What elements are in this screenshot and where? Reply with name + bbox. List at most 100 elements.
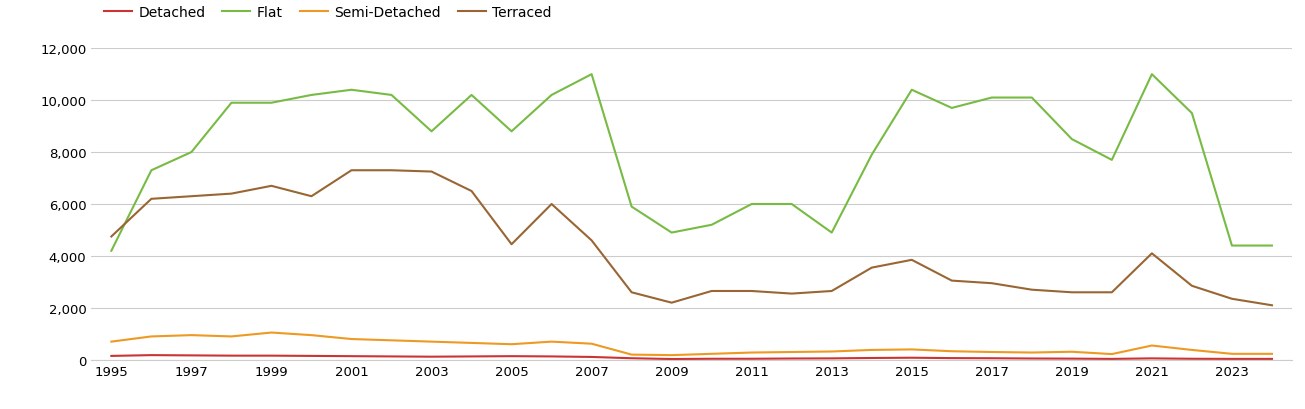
Detached xyxy=(904,355,920,360)
Detached xyxy=(1024,356,1040,361)
Flat xyxy=(1024,96,1040,101)
Semi-Detached xyxy=(904,347,920,352)
Detached xyxy=(544,354,560,359)
Flat xyxy=(664,231,680,236)
Semi-Detached xyxy=(583,342,599,346)
Flat xyxy=(103,249,119,254)
Detached xyxy=(744,356,760,361)
Semi-Detached xyxy=(984,350,1000,355)
Detached xyxy=(264,353,279,358)
Semi-Detached xyxy=(544,339,560,344)
Terraced xyxy=(1024,288,1040,292)
Terraced xyxy=(1265,303,1280,308)
Terraced xyxy=(343,169,359,173)
Semi-Detached xyxy=(944,349,959,354)
Detached xyxy=(703,356,719,361)
Flat xyxy=(223,101,239,106)
Terraced xyxy=(1144,251,1160,256)
Flat xyxy=(144,169,159,173)
Detached xyxy=(784,356,800,361)
Line: Detached: Detached xyxy=(111,355,1272,359)
Terraced xyxy=(703,289,719,294)
Detached xyxy=(1224,357,1240,362)
Terraced xyxy=(424,170,440,175)
Semi-Detached xyxy=(1144,343,1160,348)
Flat xyxy=(343,88,359,93)
Terraced xyxy=(103,234,119,239)
Flat xyxy=(944,106,959,111)
Detached xyxy=(463,354,479,359)
Detached xyxy=(223,353,239,358)
Semi-Detached xyxy=(463,341,479,346)
Terraced xyxy=(624,290,639,295)
Terraced xyxy=(944,279,959,283)
Detached xyxy=(624,356,639,361)
Semi-Detached xyxy=(223,334,239,339)
Terraced xyxy=(463,189,479,194)
Semi-Detached xyxy=(504,342,519,347)
Detached xyxy=(504,354,519,359)
Flat xyxy=(784,202,800,207)
Flat xyxy=(1144,72,1160,77)
Terraced xyxy=(984,281,1000,286)
Flat xyxy=(823,231,839,236)
Flat xyxy=(583,72,599,77)
Flat xyxy=(744,202,760,207)
Semi-Detached xyxy=(184,333,200,338)
Terraced xyxy=(1184,284,1199,289)
Terraced xyxy=(784,291,800,296)
Terraced xyxy=(504,242,519,247)
Semi-Detached xyxy=(424,339,440,344)
Flat xyxy=(1224,243,1240,248)
Flat xyxy=(864,153,880,158)
Flat xyxy=(1265,243,1280,248)
Detached xyxy=(1064,356,1079,361)
Line: Terraced: Terraced xyxy=(111,171,1272,306)
Semi-Detached xyxy=(1184,348,1199,353)
Semi-Detached xyxy=(864,348,880,353)
Flat xyxy=(703,223,719,228)
Flat xyxy=(544,93,560,98)
Semi-Detached xyxy=(624,352,639,357)
Terraced xyxy=(864,265,880,270)
Flat xyxy=(184,150,200,155)
Terraced xyxy=(823,289,839,294)
Detached xyxy=(1265,357,1280,362)
Flat xyxy=(384,93,399,98)
Line: Semi-Detached: Semi-Detached xyxy=(111,333,1272,355)
Semi-Detached xyxy=(343,337,359,342)
Terraced xyxy=(1104,290,1120,295)
Semi-Detached xyxy=(144,334,159,339)
Detached xyxy=(944,356,959,361)
Flat xyxy=(463,93,479,98)
Terraced xyxy=(223,192,239,197)
Flat xyxy=(624,204,639,209)
Terraced xyxy=(1064,290,1079,295)
Detached xyxy=(144,353,159,358)
Semi-Detached xyxy=(823,349,839,354)
Detached xyxy=(984,356,1000,361)
Terraced xyxy=(304,194,320,199)
Semi-Detached xyxy=(1265,351,1280,356)
Flat xyxy=(504,130,519,135)
Terraced xyxy=(544,202,560,207)
Terraced xyxy=(264,184,279,189)
Semi-Detached xyxy=(744,350,760,355)
Detached xyxy=(184,353,200,358)
Terraced xyxy=(664,301,680,306)
Detached xyxy=(864,356,880,361)
Detached xyxy=(103,353,119,358)
Terraced xyxy=(583,238,599,243)
Terraced xyxy=(744,289,760,294)
Semi-Detached xyxy=(384,338,399,343)
Detached xyxy=(664,357,680,362)
Detached xyxy=(1104,357,1120,362)
Legend: Detached, Flat, Semi-Detached, Terraced: Detached, Flat, Semi-Detached, Terraced xyxy=(98,0,557,25)
Terraced xyxy=(904,258,920,263)
Terraced xyxy=(184,194,200,199)
Detached xyxy=(424,354,440,359)
Semi-Detached xyxy=(1064,349,1079,354)
Terraced xyxy=(384,169,399,173)
Detached xyxy=(1184,356,1199,361)
Semi-Detached xyxy=(1024,350,1040,355)
